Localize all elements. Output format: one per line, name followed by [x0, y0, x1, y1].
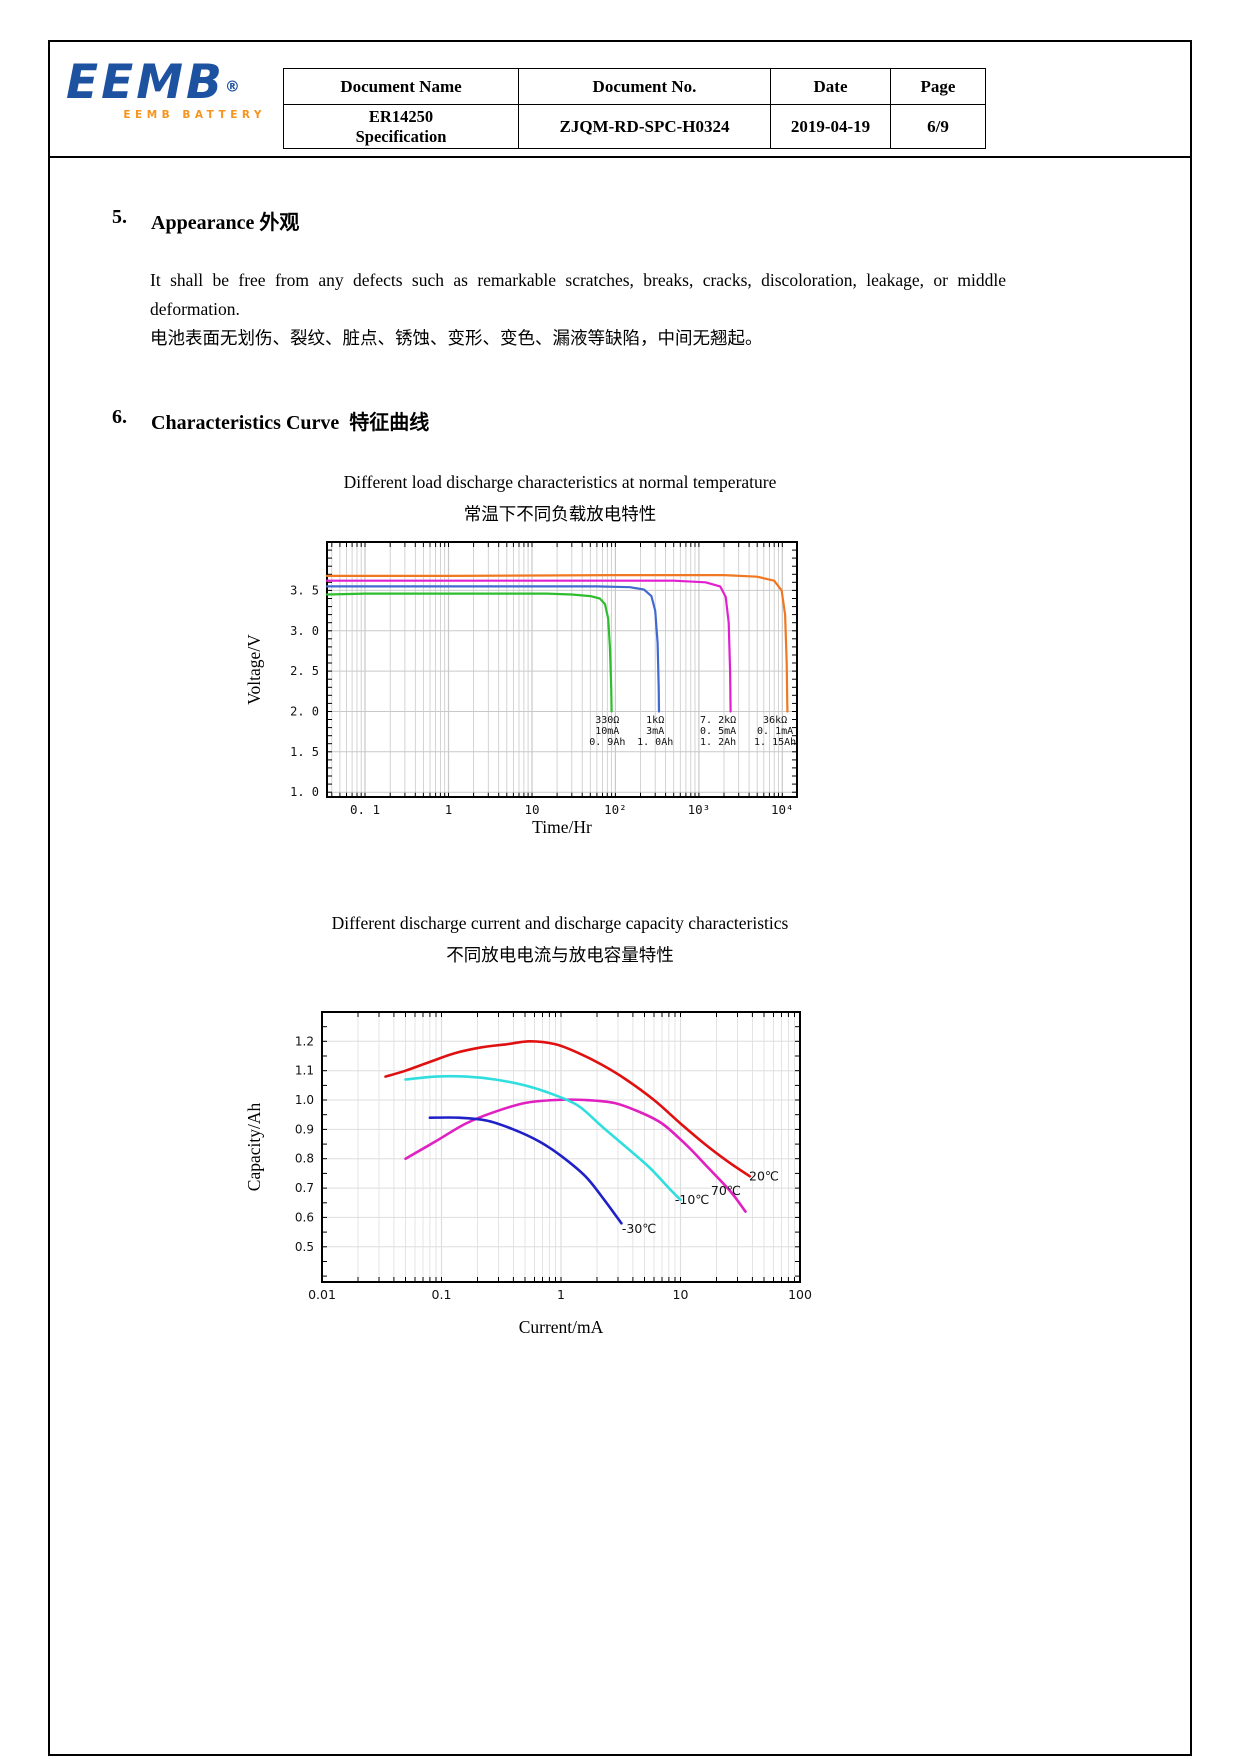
svg-text:Voltage/V: Voltage/V	[244, 634, 264, 705]
section-6-heading: 6. Characteristics Curve 特征曲线	[112, 406, 429, 435]
appearance-paragraph: It shall be free from any defects such a…	[150, 266, 1006, 353]
eemb-logo: EEMB® EEMB BATTERY	[66, 58, 278, 122]
svg-text:0.8: 0.8	[295, 1152, 314, 1166]
svg-text:10³: 10³	[688, 802, 711, 817]
svg-text:10²: 10²	[604, 802, 627, 817]
svg-text:10⁴: 10⁴	[771, 802, 794, 817]
svg-text:1: 1	[557, 1287, 565, 1302]
svg-text:2. 0: 2. 0	[290, 705, 319, 719]
svg-text:0.5: 0.5	[295, 1240, 314, 1254]
svg-text:2. 5: 2. 5	[290, 664, 319, 678]
svg-text:-10℃: -10℃	[675, 1192, 709, 1207]
logo-wordmark-row: EEMB®	[66, 58, 278, 107]
svg-text:0.7: 0.7	[295, 1181, 314, 1195]
date-header: Date	[770, 68, 891, 105]
svg-text:-30℃: -30℃	[622, 1221, 656, 1236]
doc-no-value: ZJQM-RD-SPC-H0324	[518, 104, 771, 149]
chart1-title-zh: 常温下不同负载放电特性	[463, 504, 657, 524]
svg-text:70℃: 70℃	[711, 1183, 741, 1198]
table-value-row: ER14250 Specification ZJQM-RD-SPC-H0324 …	[283, 104, 986, 149]
appearance-text-zh: 电池表面无划伤、裂纹、脏点、锈蚀、变形、变色、漏液等缺陷，中间无翘起。	[150, 328, 763, 348]
section-5-number: 5.	[112, 206, 127, 228]
date-value: 2019-04-19	[770, 104, 891, 149]
chart1-title-en: Different load discharge characteristics…	[343, 472, 777, 492]
svg-text:100: 100	[788, 1287, 812, 1302]
section-6-number: 6.	[112, 406, 127, 428]
svg-text:0.9: 0.9	[295, 1122, 314, 1136]
page-header: Page	[890, 68, 986, 105]
svg-text:0.01: 0.01	[308, 1287, 336, 1302]
svg-text:10: 10	[673, 1287, 689, 1302]
svg-text:20℃: 20℃	[749, 1168, 779, 1183]
chart2-title-zh: 不同放电电流与放电容量特性	[446, 945, 674, 965]
load-discharge-chart: 1. 0 1. 5 2. 0 2. 5 3. 0 3. 5 0. 1 1 10 10² 10³ 10⁴…	[244, 541, 798, 837]
header-divider	[48, 156, 1192, 158]
svg-text:Capacity/Ah: Capacity/Ah	[244, 1103, 264, 1192]
svg-text:0. 1: 0. 1	[350, 802, 380, 817]
svg-text:0.6: 0.6	[295, 1210, 314, 1224]
table-header-row: Document Name Document No. Date Page	[283, 68, 986, 105]
svg-text:1. 5: 1. 5	[290, 745, 319, 759]
doc-name-value: ER14250 Specification	[283, 104, 519, 149]
svg-text:3. 0: 3. 0	[290, 624, 319, 638]
logo-wordmark: EEMB	[66, 55, 225, 110]
document-header-table: Document Name Document No. Date Page ER1…	[283, 68, 986, 149]
doc-name-header: Document Name	[283, 68, 519, 105]
svg-text:10: 10	[524, 802, 539, 817]
section-5-heading: 5. Appearance 外观	[112, 206, 299, 235]
svg-text:1. 0: 1. 0	[290, 785, 319, 799]
svg-text:1.2: 1.2	[295, 1034, 314, 1048]
svg-text:1.0: 1.0	[295, 1093, 314, 1107]
page-value: 6/9	[890, 104, 986, 149]
svg-text:1: 1	[445, 802, 453, 817]
svg-text:Current/mA: Current/mA	[519, 1317, 604, 1337]
doc-no-header: Document No.	[518, 68, 771, 105]
logo-tagline: EEMB BATTERY	[123, 109, 266, 122]
svg-text:3. 5: 3. 5	[290, 583, 319, 597]
registered-trademark-icon: ®	[224, 77, 240, 96]
svg-text:1.1: 1.1	[295, 1064, 314, 1078]
appearance-text-en: It shall be free from any defects such a…	[150, 270, 1006, 319]
section-5-title: Appearance 外观	[151, 212, 300, 234]
svg-text:0.1: 0.1	[432, 1287, 452, 1302]
svg-text:Time/Hr: Time/Hr	[532, 817, 592, 837]
chart2-title-en: Different discharge current and discharg…	[331, 913, 789, 933]
capacity-current-chart: 0.5 0.6 0.7 0.8 0.9 1.0 1.1 1.2 0.01 0.1 1 10 100 20℃…	[244, 1011, 812, 1337]
section-6-title: Characteristics Curve 特征曲线	[151, 412, 430, 434]
